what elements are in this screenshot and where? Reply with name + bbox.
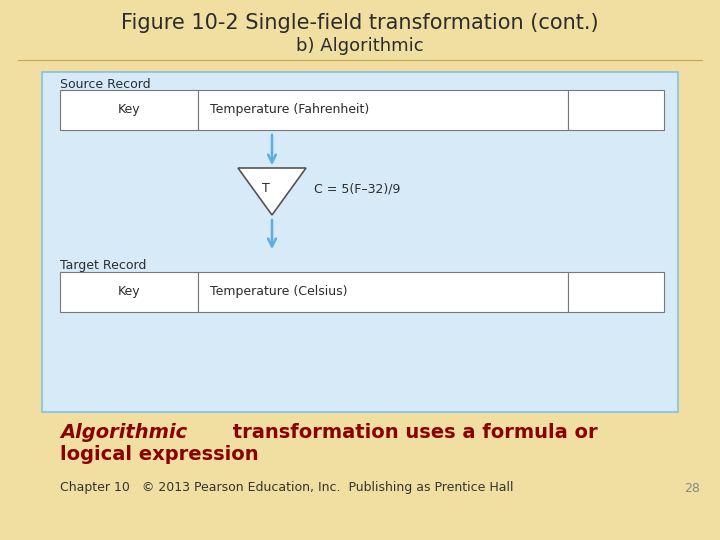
Polygon shape — [238, 168, 306, 215]
Text: C = 5(F–32)/9: C = 5(F–32)/9 — [314, 182, 400, 195]
FancyBboxPatch shape — [60, 272, 198, 312]
Text: Temperature (Celsius): Temperature (Celsius) — [210, 286, 348, 299]
FancyBboxPatch shape — [60, 90, 198, 130]
FancyBboxPatch shape — [42, 72, 678, 412]
Text: transformation uses a formula or: transformation uses a formula or — [226, 422, 598, 442]
FancyBboxPatch shape — [568, 272, 664, 312]
Text: Chapter 10   © 2013 Pearson Education, Inc.  Publishing as Prentice Hall: Chapter 10 © 2013 Pearson Education, Inc… — [60, 482, 513, 495]
Text: Key: Key — [117, 286, 140, 299]
Text: b) Algorithmic: b) Algorithmic — [296, 37, 424, 55]
FancyBboxPatch shape — [198, 90, 568, 130]
Text: Target Record: Target Record — [60, 259, 146, 272]
Text: Figure 10-2 Single-field transformation (cont.): Figure 10-2 Single-field transformation … — [121, 13, 599, 33]
FancyBboxPatch shape — [198, 272, 568, 312]
Text: Source Record: Source Record — [60, 78, 150, 91]
Text: Algorithmic: Algorithmic — [60, 422, 187, 442]
Text: 28: 28 — [684, 482, 700, 495]
Text: Temperature (Fahrenheit): Temperature (Fahrenheit) — [210, 104, 369, 117]
Text: T: T — [262, 182, 270, 195]
Text: logical expression: logical expression — [60, 444, 258, 463]
Text: Key: Key — [117, 104, 140, 117]
FancyBboxPatch shape — [568, 90, 664, 130]
